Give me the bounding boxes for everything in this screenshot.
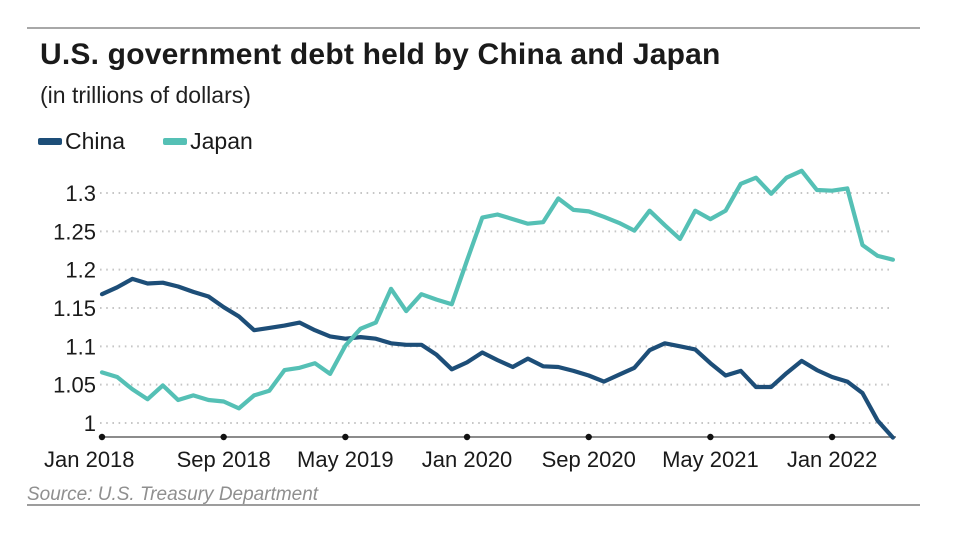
- y-tick-label: 1.1: [65, 334, 96, 359]
- legend-item-japan: Japan: [163, 128, 253, 155]
- x-tick-label: Jan 2022: [787, 447, 878, 472]
- x-tick-label: Sep 2018: [177, 447, 271, 472]
- legend-item-china: China: [38, 128, 125, 155]
- source-note: Source: U.S. Treasury Department: [27, 484, 319, 505]
- top-divider: [27, 27, 920, 29]
- x-tick-dot: [828, 433, 836, 441]
- chart-title: U.S. government debt held by China and J…: [40, 38, 721, 71]
- chart-svg: 1 1.05 1.1 1.15 1.2 1.25 1.3 Jan 2018 Sep 2018 Ma…: [44, 168, 896, 472]
- x-tick-dot: [585, 433, 592, 441]
- x-tick-label: Jan 2018: [44, 447, 135, 472]
- legend-label-china: China: [65, 128, 126, 154]
- bottom-divider: [27, 504, 920, 506]
- y-tick-label: 1.05: [53, 373, 96, 398]
- chart-legend: China Japan: [38, 128, 253, 155]
- y-tick-label: 1.3: [65, 181, 96, 206]
- y-tick-label: 1: [84, 411, 96, 436]
- x-tick-dot: [342, 433, 349, 441]
- series-line-japan: [99, 168, 896, 411]
- series-line-china: [99, 276, 896, 440]
- chart-subtitle: (in trillions of dollars): [40, 82, 251, 108]
- legend-label-japan: Japan: [190, 128, 253, 154]
- japan-line-swatch-icon: [163, 138, 188, 145]
- y-tick-label: 1.15: [53, 296, 96, 321]
- x-tick-label: May 2019: [297, 447, 394, 472]
- x-tick-label: Jan 2020: [422, 447, 513, 472]
- y-tick-label: 1.2: [65, 258, 96, 283]
- x-tick-dot: [98, 433, 106, 441]
- x-tick-dot: [463, 433, 471, 441]
- x-tick-dot: [220, 433, 227, 441]
- y-tick-label: 1.25: [53, 219, 96, 244]
- china-line-swatch-icon: [38, 138, 62, 145]
- x-tick-dot: [707, 433, 714, 441]
- x-tick-label: Sep 2020: [542, 447, 636, 472]
- x-tick-label: May 2021: [662, 447, 759, 472]
